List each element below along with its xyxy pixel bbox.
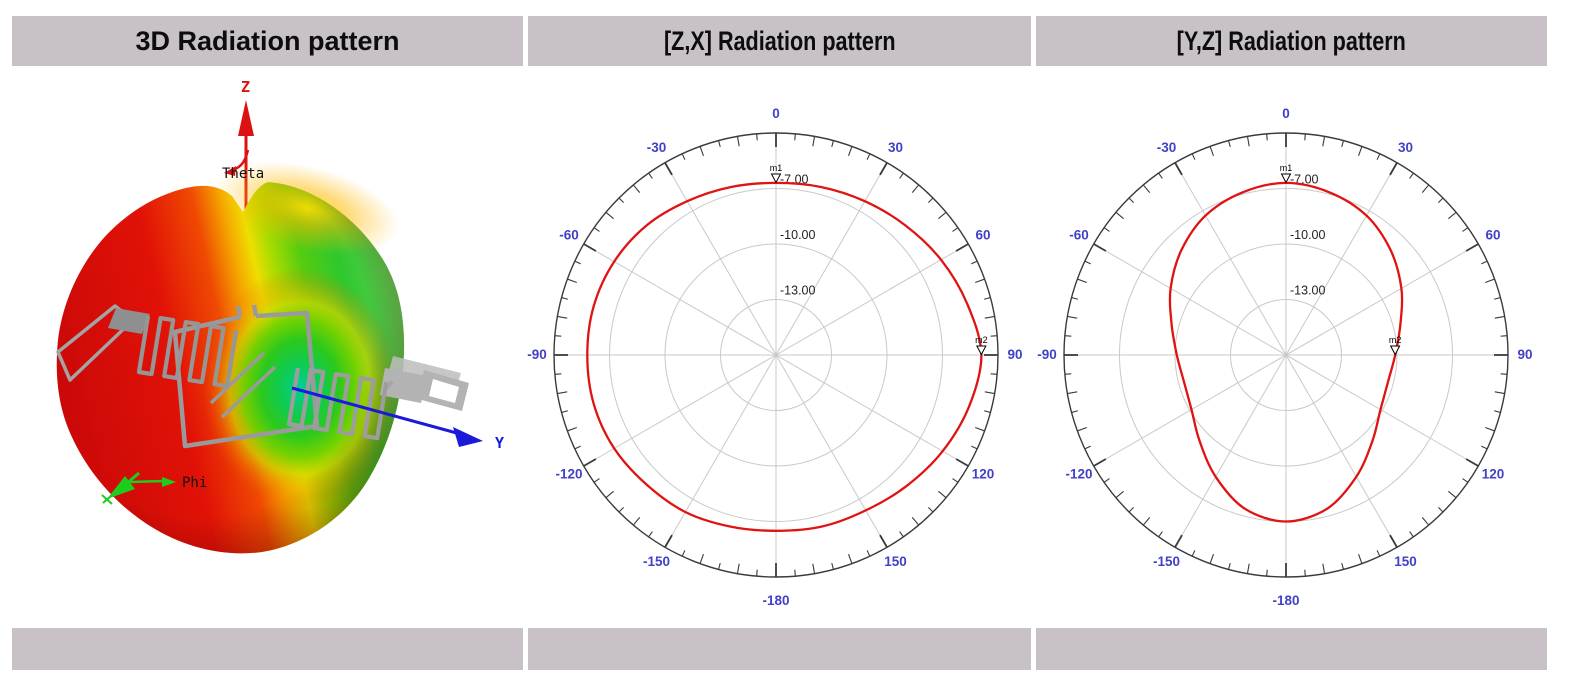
- angle-label: -150: [643, 554, 670, 569]
- header-zx-radiation-pattern: [Z,X] Radiation pattern: [528, 16, 1031, 66]
- polar-angle-labels: 0 30 60 90 120 150 -180 -150 -120 -90 -60 -30: [527, 106, 1022, 608]
- angle-label: 0: [1282, 106, 1290, 121]
- angle-label: -180: [1272, 593, 1299, 608]
- angle-label: 150: [884, 554, 907, 569]
- phi-label: Phi: [182, 475, 207, 491]
- radial-gridline-label: -10.00: [780, 228, 815, 242]
- angle-label: 90: [1517, 347, 1532, 362]
- theta-label: Theta: [222, 166, 264, 182]
- gain-curve: [1168, 181, 1404, 523]
- radial-gridline-label: -13.00: [780, 284, 815, 298]
- angle-label: -90: [527, 347, 547, 362]
- 3d-pattern-viewport[interactable]: Z Theta: [12, 70, 523, 628]
- footer-3d-panel: [12, 628, 523, 670]
- footer-yz-panel: [1036, 628, 1547, 670]
- footer-zx-panel: [528, 628, 1031, 670]
- radial-gridline-label: -13.00: [1290, 284, 1325, 298]
- polar-outer-ring: [553, 132, 999, 578]
- angle-label: 120: [972, 467, 995, 482]
- angle-label: 0: [772, 106, 780, 121]
- header-yz-title: [Y,Z] Radiation pattern: [1176, 26, 1407, 56]
- marker-m2: m2: [1389, 335, 1402, 356]
- marker-label: m1: [770, 163, 783, 173]
- angle-label: 60: [1485, 228, 1500, 243]
- zx-polar-plot-viewport[interactable]: 0306090120150-180-150-120-90-60-30-7.00-…: [518, 95, 1031, 625]
- gain-curve: [586, 181, 983, 532]
- header-zx-title: [Z,X] Radiation pattern: [663, 26, 896, 56]
- angle-label: 90: [1007, 347, 1022, 362]
- angle-label: 150: [1394, 554, 1417, 569]
- angle-label: -30: [1157, 140, 1177, 155]
- yz-polar-plot-viewport[interactable]: 0306090120150-180-150-120-90-60-30-7.00-…: [1026, 95, 1547, 625]
- header-3d-radiation-pattern: 3D Radiation pattern: [12, 16, 523, 66]
- header-3d-title: 3D Radiation pattern: [135, 26, 400, 56]
- theta-arrow: Theta: [222, 149, 264, 182]
- polar-angle-labels: 0 30 60 90 120 150 -180 -150 -120 -90 -60 -30: [1037, 106, 1532, 608]
- angle-label: -90: [1037, 347, 1057, 362]
- marker-m1: m1: [1280, 163, 1293, 184]
- polar-outer-ring: [1063, 132, 1509, 578]
- angle-label: -120: [556, 467, 583, 482]
- radial-gridline-label: -10.00: [1290, 228, 1325, 242]
- header-yz-radiation-pattern: [Y,Z] Radiation pattern: [1036, 16, 1547, 66]
- angle-label: -180: [762, 593, 789, 608]
- angle-label: -60: [1069, 228, 1089, 243]
- angle-label: -60: [559, 228, 579, 243]
- y-axis-arrow: Y: [291, 386, 504, 452]
- meander-antenna: [56, 304, 469, 449]
- angle-label: 30: [1398, 140, 1413, 155]
- y-axis-label: Y: [495, 434, 504, 452]
- marker-label: m2: [975, 335, 988, 345]
- angle-label: 60: [975, 228, 990, 243]
- angle-label: -150: [1153, 554, 1180, 569]
- z-axis-label: Z: [241, 78, 250, 96]
- marker-label: m2: [1389, 335, 1402, 345]
- marker-m1: m1: [770, 163, 783, 184]
- marker-label: m1: [1280, 163, 1293, 173]
- angle-label: 120: [1482, 467, 1505, 482]
- angle-label: -30: [647, 140, 667, 155]
- angle-label: 30: [888, 140, 903, 155]
- marker-m2: m2: [975, 335, 988, 356]
- polar-radial-labels: -7.00-10.00-13.00: [1290, 173, 1325, 298]
- phi-arrow: Phi: [101, 471, 207, 505]
- angle-label: -120: [1066, 467, 1093, 482]
- polar-radial-labels: -7.00-10.00-13.00: [780, 173, 815, 298]
- polar-grid: [554, 133, 998, 577]
- meander-arm-left: [136, 315, 239, 389]
